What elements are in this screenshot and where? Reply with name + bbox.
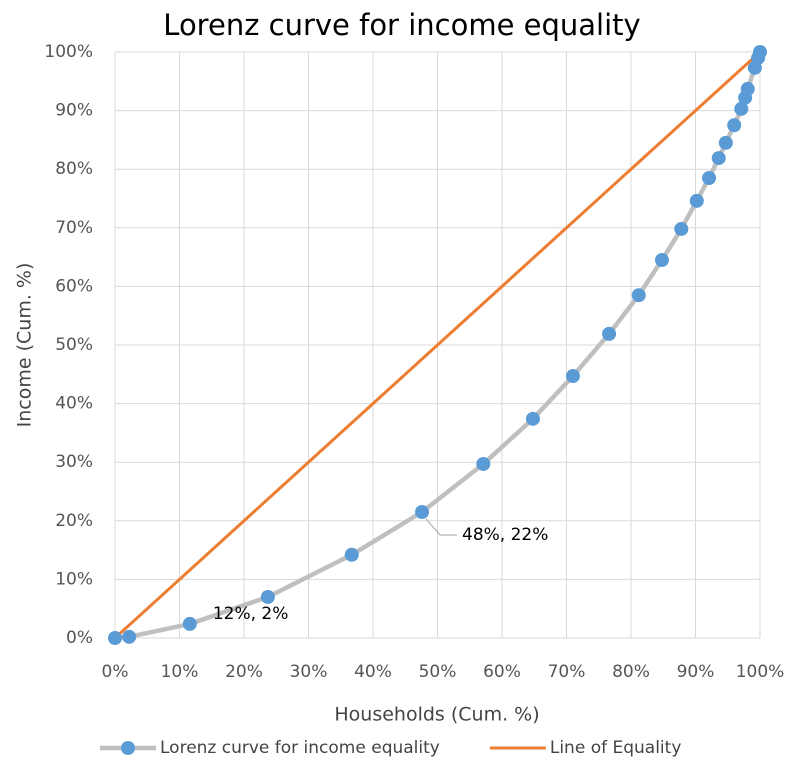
x-tick-label: 50% (419, 662, 457, 682)
y-tick-label: 10% (55, 569, 93, 589)
series-line (113, 50, 762, 640)
data-point (718, 135, 733, 150)
x-tick-label: 80% (612, 662, 650, 682)
x-tick-label: 70% (548, 662, 586, 682)
data-point (674, 221, 689, 236)
x-tick-label: 20% (225, 662, 263, 682)
data-point (182, 616, 197, 631)
x-tick-label: 0% (102, 662, 129, 682)
y-tick-label: 0% (66, 628, 93, 648)
data-point (602, 326, 617, 341)
data-point (122, 629, 137, 644)
leader-line (425, 518, 458, 536)
data-point (260, 589, 275, 604)
y-tick-label: 90% (55, 101, 93, 121)
data-point (740, 81, 755, 96)
y-tick-label: 80% (55, 159, 93, 179)
data-point (565, 369, 580, 384)
x-tick-label: 30% (290, 662, 328, 682)
x-axis-title: Households (Cum. %) (334, 704, 539, 726)
data-point (711, 151, 726, 166)
data-point (631, 288, 646, 303)
data-point (476, 456, 491, 471)
data-point (525, 411, 540, 426)
data-label: 12%, 2% (213, 604, 289, 624)
y-tick-label: 60% (55, 276, 93, 296)
x-tick-label: 10% (161, 662, 199, 682)
legend-label: Lorenz curve for income equality (160, 738, 440, 758)
y-tick-label: 30% (55, 452, 93, 472)
data-point (702, 170, 717, 185)
y-tick-label: 20% (55, 511, 93, 531)
data-point (727, 118, 742, 133)
y-axis-title: Income (Cum. %) (14, 263, 36, 428)
data-point (753, 45, 767, 59)
y-tick-label: 50% (55, 335, 93, 355)
x-tick-label: 40% (354, 662, 392, 682)
data-point (344, 547, 359, 562)
data-point (734, 101, 749, 116)
data-label: 48%, 22% (462, 525, 548, 545)
x-tick-label: 60% (483, 662, 521, 682)
y-tick-label: 100% (44, 42, 93, 62)
legend-label: Line of Equality (550, 738, 682, 758)
y-tick-label: 40% (55, 394, 93, 414)
data-point (689, 193, 704, 208)
x-tick-label: 90% (677, 662, 715, 682)
data-point (108, 631, 122, 645)
y-tick-label: 70% (55, 218, 93, 238)
data-point (654, 253, 669, 268)
chart-title: Lorenz curve for income equality (163, 8, 640, 42)
legend-marker (121, 741, 135, 755)
x-tick-label: 100% (736, 662, 785, 682)
data-point (415, 505, 430, 520)
